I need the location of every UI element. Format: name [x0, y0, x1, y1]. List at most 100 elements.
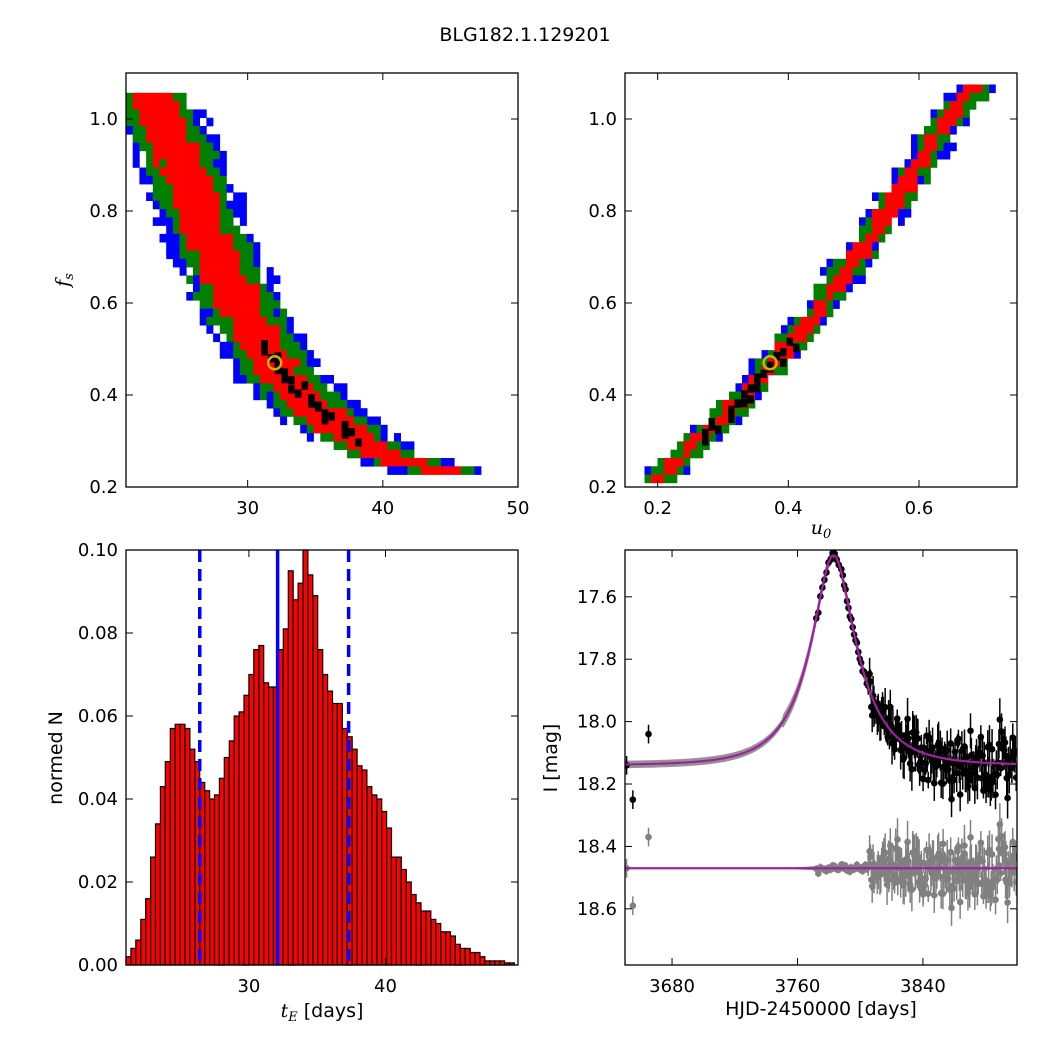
data-point — [930, 779, 938, 787]
x-tick-label: 3840 — [900, 976, 946, 997]
heatmap-cell — [199, 209, 207, 218]
heatmap-cell — [193, 175, 200, 185]
heatmap-cell — [186, 217, 194, 226]
heatmap-cell — [219, 242, 227, 251]
heatmap-cell — [898, 209, 905, 218]
data-point — [971, 784, 979, 792]
heatmap-cell — [166, 126, 174, 135]
histogram-bar — [228, 740, 235, 966]
heatmap-cell — [132, 126, 140, 135]
heatmap-cell — [683, 458, 691, 467]
heatmap-cell — [885, 200, 892, 210]
y-tick-label: 0.2 — [89, 477, 118, 498]
heatmap-cell — [273, 292, 281, 301]
heatmap-cell-best — [341, 420, 349, 430]
heatmap-cell — [132, 109, 140, 118]
histogram-bar — [135, 939, 142, 966]
heatmap-cell — [233, 192, 241, 201]
heatmap-cell — [146, 117, 154, 127]
heatmap-cell — [193, 292, 200, 301]
histogram-bar — [386, 827, 393, 966]
heatmap-cell — [956, 101, 964, 110]
heatmap-cell — [677, 441, 684, 450]
heatmap-cell — [219, 350, 227, 359]
heatmap-cell — [179, 250, 187, 260]
heatmap-cell — [865, 242, 873, 251]
heatmap-cell — [280, 383, 288, 392]
axis-ticks: 0.2 0.4 0.6 0.2 0.4 0.6 0.8 1.0 — [588, 73, 1017, 519]
heatmap-cell — [852, 242, 860, 251]
data-point — [950, 776, 958, 784]
heatmap-cell — [969, 84, 977, 94]
heatmap-cell — [219, 200, 227, 210]
y-tick-label: 18.4 — [577, 836, 617, 857]
heatmap-cell — [353, 416, 361, 426]
heatmap-cell — [260, 391, 267, 401]
heatmap-cell — [950, 101, 957, 110]
heatmap-cell — [859, 258, 866, 268]
heatmap-cell — [373, 441, 381, 450]
heatmap-cell — [420, 458, 428, 467]
heatmap-cell — [199, 292, 207, 301]
heatmap-cell — [126, 92, 133, 102]
heatmap-cell — [872, 192, 879, 201]
heatmap-cell — [924, 167, 931, 177]
histogram-bar — [154, 823, 162, 966]
heatmap-cell — [774, 333, 782, 343]
heatmap-cell — [152, 200, 160, 210]
heatmap-cell — [286, 316, 294, 326]
heatmap-cell — [781, 341, 788, 351]
heatmap-cell — [826, 292, 834, 301]
heatmap-cell — [193, 150, 200, 160]
heatmap-cell — [233, 242, 241, 251]
heatmap-cell — [260, 383, 267, 392]
heatmap-cell — [300, 408, 308, 417]
heatmap-cell — [306, 366, 314, 376]
histogram-bar — [400, 868, 407, 966]
heatmap-cell — [152, 101, 160, 110]
heatmap-cell — [387, 449, 395, 459]
heatmap-cell — [273, 399, 281, 409]
data-point — [987, 786, 994, 794]
histogram-bar — [258, 644, 265, 966]
heatmap-cell — [266, 399, 274, 409]
heatmap-cell — [833, 267, 840, 276]
heatmap-cell — [813, 325, 821, 334]
heatmap-cell — [755, 366, 762, 376]
heatmap-cell — [253, 283, 261, 293]
heatmap-cell — [233, 200, 241, 210]
best-fit-marker — [266, 355, 283, 371]
heatmap-cell — [206, 250, 214, 260]
heatmap-cell — [253, 366, 261, 376]
heatmap-cell — [266, 341, 274, 351]
data-point — [924, 776, 932, 784]
heatmap-cell-best — [741, 399, 748, 408]
heatmap-cell — [233, 250, 241, 260]
heatmap-cell — [159, 92, 167, 102]
heatmap-cell — [872, 217, 879, 226]
heatmap-cell — [474, 466, 482, 475]
heatmap-cell — [219, 267, 227, 276]
residual-point — [992, 896, 999, 904]
heatmap-cell — [872, 233, 879, 243]
residual-point — [908, 886, 916, 893]
histogram-bar — [312, 595, 319, 966]
heatmap-cell — [246, 283, 254, 293]
heatmap-cell — [664, 466, 671, 475]
data-point — [904, 715, 911, 723]
heatmap-cell — [813, 308, 821, 318]
heatmap-cell — [807, 308, 814, 318]
heatmap-cell — [152, 117, 160, 127]
heatmap-cell — [179, 159, 187, 168]
histogram-bar — [145, 897, 152, 966]
histogram-bar — [140, 918, 147, 966]
heatmap-cell — [930, 126, 938, 135]
heatmap-cell — [774, 341, 782, 351]
y-axis-label: I [mag] — [540, 724, 562, 793]
heatmap-cell — [950, 126, 957, 135]
heatmap-cell — [152, 159, 160, 168]
y-tick-label: 17.6 — [577, 587, 617, 608]
histogram-bar — [336, 702, 343, 966]
heatmap-cell — [132, 159, 140, 168]
heatmap-cell — [159, 126, 167, 135]
